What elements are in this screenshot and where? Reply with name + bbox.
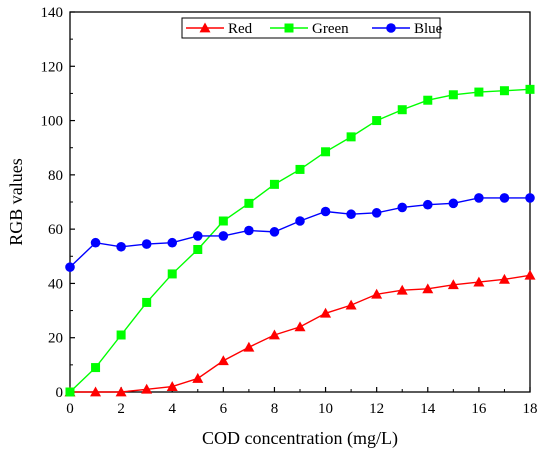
legend-marker-blue	[386, 23, 396, 33]
y-tick-label: 120	[41, 59, 64, 75]
data-point-red	[396, 284, 408, 295]
data-point-blue	[244, 225, 254, 236]
data-point-green	[167, 269, 177, 279]
legend-marker-green	[284, 23, 294, 33]
data-point-red	[345, 299, 357, 310]
data-point-blue	[422, 199, 433, 210]
data-point-blue	[499, 193, 510, 203]
data-point-blue	[218, 231, 229, 241]
x-tick-label: 6	[220, 401, 228, 417]
data-point-red	[447, 279, 459, 290]
data-point-red	[422, 283, 434, 294]
data-point-blue	[295, 216, 305, 226]
x-axis-ticks: 0 2 4 6 8 10 12 14 16 18	[66, 387, 538, 417]
data-point-blue	[320, 206, 331, 217]
x-tick-label: 12	[369, 401, 384, 417]
data-point-red	[524, 269, 536, 280]
data-point-green	[142, 297, 152, 307]
series-line-red	[70, 274, 531, 393]
x-tick-label: 18	[523, 401, 538, 417]
x-tick-label: 16	[471, 401, 487, 417]
data-point-blue	[346, 209, 356, 220]
legend-item-red: Red	[186, 21, 253, 37]
x-tick-label: 10	[318, 401, 333, 417]
x-tick-label: 2	[117, 401, 125, 417]
data-point-blue	[167, 237, 178, 248]
data-point-green	[91, 363, 101, 373]
x-tick-label: 4	[168, 401, 176, 417]
legend-label-red: Red	[228, 21, 253, 37]
data-point-blue	[90, 237, 101, 248]
data-point-red	[371, 288, 383, 299]
data-point-blue	[525, 193, 535, 203]
data-point-green	[499, 86, 509, 96]
data-point-red	[268, 329, 280, 340]
data-point-green	[116, 330, 126, 340]
x-tick-label: 14	[420, 401, 436, 417]
y-tick-label: 40	[48, 276, 63, 292]
data-point-red	[473, 276, 485, 287]
data-point-blue	[141, 239, 152, 249]
data-point-blue	[448, 198, 459, 209]
data-point-green	[525, 84, 535, 94]
legend-label-blue: Blue	[414, 21, 443, 37]
data-point-green	[474, 87, 484, 97]
data-point-green	[346, 132, 356, 142]
legend-label-green: Green	[312, 21, 349, 37]
x-axis-label: COD concentration (mg/L)	[202, 428, 398, 449]
data-point-blue	[474, 193, 484, 203]
data-point-green	[244, 198, 254, 208]
series-line-blue	[69, 197, 530, 268]
legend-marker-red	[199, 22, 211, 33]
x-tick-label: 0	[66, 401, 74, 417]
data-point-red	[217, 355, 229, 366]
data-point-green	[193, 245, 203, 254]
data-point-red	[141, 383, 153, 394]
y-tick-label: 100	[41, 114, 64, 130]
data-point-red	[90, 386, 102, 397]
y-axis-label: RGB values	[6, 158, 26, 246]
x-tick-label: 8	[271, 401, 279, 417]
data-point-green	[321, 147, 331, 157]
data-point-blue	[397, 202, 408, 213]
data-point-green	[295, 164, 305, 174]
series-blue	[65, 193, 535, 272]
data-point-red	[115, 386, 127, 397]
legend: Red Green Blue	[181, 17, 443, 39]
legend-box	[181, 17, 441, 39]
y-tick-label: 80	[48, 168, 63, 184]
series-red	[64, 269, 536, 397]
data-point-red	[243, 341, 255, 352]
y-tick-label: 0	[56, 385, 64, 401]
data-point-green	[218, 216, 228, 226]
data-point-green	[269, 179, 279, 189]
data-point-green	[423, 95, 433, 105]
y-tick-label: 140	[41, 5, 64, 21]
series-line-green	[69, 88, 531, 393]
data-point-blue	[269, 227, 280, 237]
data-point-green	[65, 387, 75, 397]
data-point-red	[166, 381, 178, 391]
data-point-blue	[371, 208, 382, 218]
y-tick-label: 20	[48, 331, 63, 347]
data-point-green	[448, 90, 458, 100]
data-point-green	[397, 105, 407, 115]
data-point-blue	[116, 241, 126, 252]
data-point-blue	[192, 231, 203, 241]
data-point-blue	[65, 262, 75, 272]
legend-item-blue: Blue	[372, 21, 443, 37]
y-axis-ticks: 0 20 40 60 80 100 120 140	[41, 5, 75, 401]
data-point-red	[192, 372, 204, 383]
legend-item-green: Green	[270, 21, 349, 37]
data-point-red	[294, 321, 306, 332]
y-tick-label: 60	[48, 222, 63, 238]
data-point-green	[372, 116, 382, 126]
series-layer	[64, 84, 536, 397]
data-point-red	[320, 307, 332, 318]
data-point-red	[498, 273, 510, 284]
series-green	[65, 84, 535, 397]
